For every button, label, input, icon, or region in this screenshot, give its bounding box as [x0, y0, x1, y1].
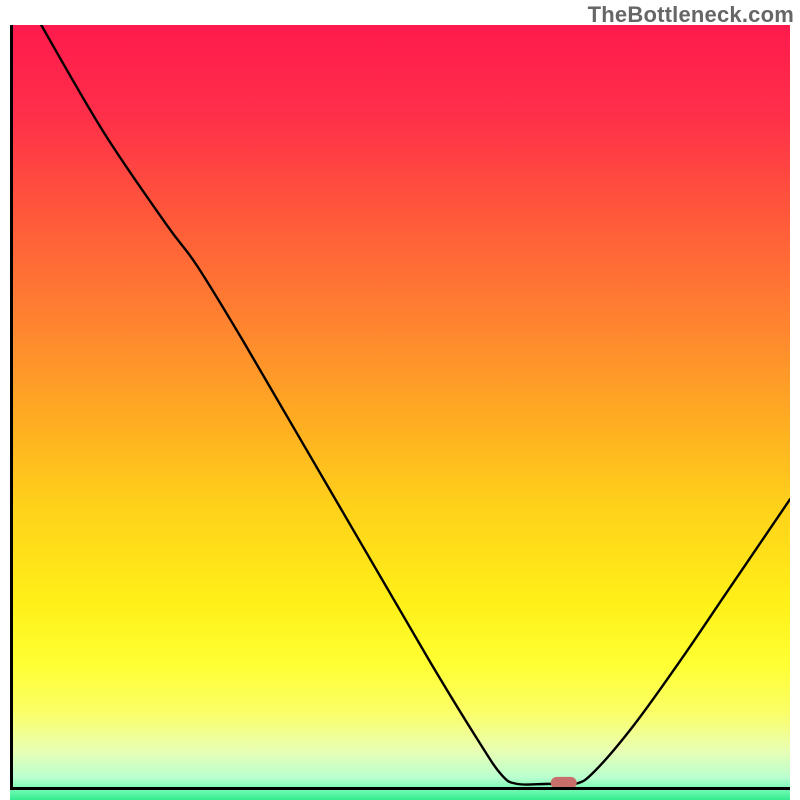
chart-container: TheBottleneck.com	[0, 0, 800, 800]
optimal-point-marker	[551, 777, 578, 789]
plot-area	[10, 25, 790, 790]
bottleneck-curve	[10, 25, 790, 790]
